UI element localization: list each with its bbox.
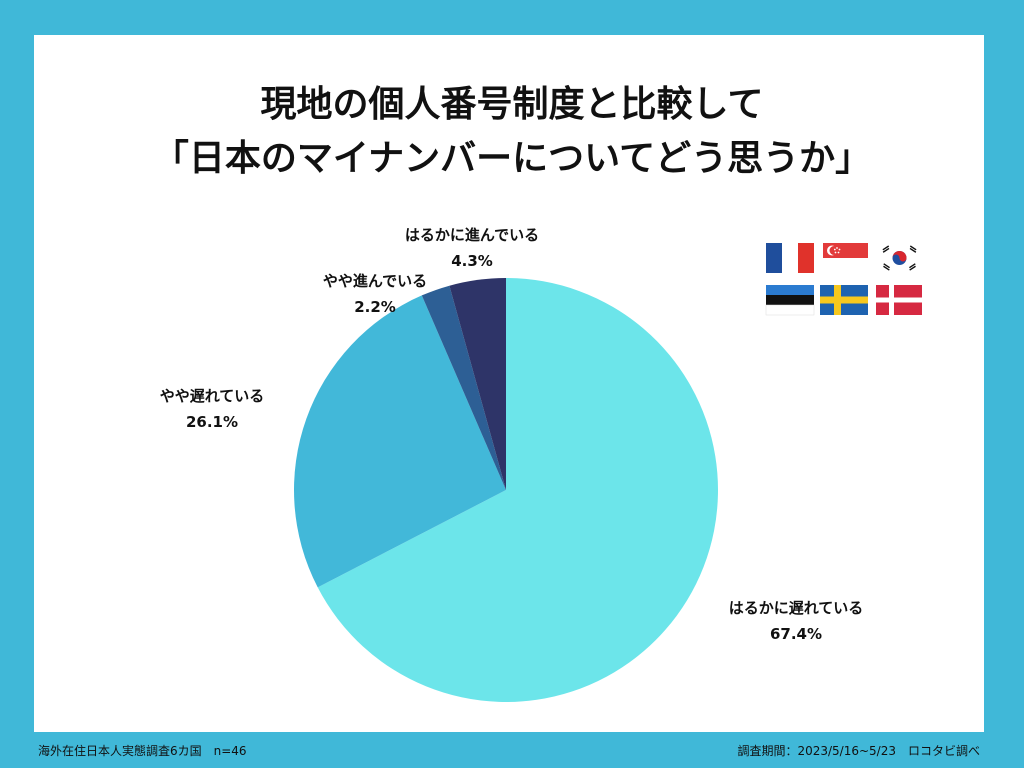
slice-value-2: 26.1%	[186, 413, 238, 431]
pie-slice-2	[294, 295, 506, 588]
pie-labels: はるかに遅れている 67.4% やや遅れている 26.1% やや進んでいる 2.2% はるか…	[160, 226, 864, 643]
slice-label-2: やや遅れている	[160, 387, 265, 405]
slice-label-3: やや進んでいる	[323, 272, 427, 290]
pie-slices	[294, 278, 719, 702]
slice-value-4: 4.3%	[451, 252, 493, 270]
chart-title-line-1: 現地の個人番号制度と比較して	[260, 84, 764, 125]
denmark-flag-icon	[876, 285, 922, 315]
pie-slice-3	[421, 285, 506, 490]
chart-title-line-2: 「日本のマイナンバーについてどう思うか」	[152, 138, 872, 179]
slice-value-1: 67.4%	[770, 625, 822, 643]
pie-slice-4	[449, 278, 506, 490]
slice-label-1: はるかに遅れている	[729, 599, 864, 617]
france-flag-icon	[766, 243, 814, 273]
slice-value-3: 2.2%	[354, 298, 396, 316]
estonia-flag-icon	[765, 285, 815, 316]
chart-title: 現地の個人番号制度と比較して 「日本のマイナンバーについてどう思うか」	[0, 78, 1024, 186]
sweden-flag-icon	[820, 285, 868, 315]
footer-survey-info: 海外在住日本人実態調査6カ国 n=46	[38, 744, 247, 758]
slice-label-4: はるかに進んでいる	[405, 226, 539, 244]
footer-survey-period: 調査期間：2023/5/16~5/23 ロコタビ調べ	[737, 744, 980, 758]
pie-slice-1	[317, 278, 719, 702]
singapore-flag-icon	[823, 243, 868, 273]
south-korea-flag-icon	[877, 243, 922, 273]
